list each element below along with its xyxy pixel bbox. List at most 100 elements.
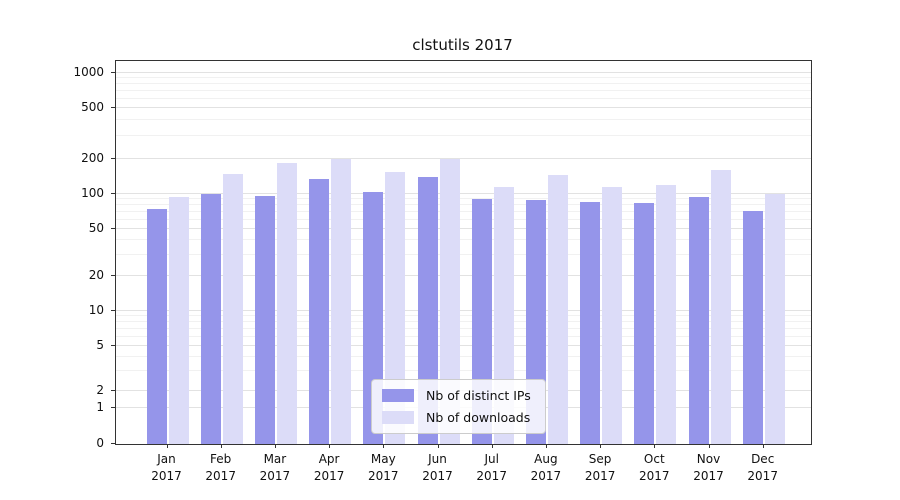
minor-gridline — [116, 198, 811, 200]
x-tick-year: 2017 — [530, 468, 562, 483]
plot-area: Nb of distinct IPs Nb of downloads — [115, 60, 812, 445]
minor-gridline — [116, 355, 811, 357]
x-tick-year: 2017 — [151, 468, 182, 483]
y-tick-label: 5 — [96, 338, 104, 352]
x-tick-mark — [383, 444, 385, 448]
x-tick-year: 2017 — [476, 468, 507, 483]
y-tick-mark — [111, 228, 115, 229]
legend-swatch-distinct-ips — [382, 389, 414, 402]
minor-gridline — [116, 315, 811, 317]
bar-nb-of-distinct-ips-nov — [688, 196, 709, 444]
x-tick-mark — [654, 444, 656, 448]
minor-gridline — [116, 328, 811, 330]
y-tick-mark — [111, 72, 115, 73]
major-gridline — [116, 275, 811, 276]
x-tick-month: Oct — [643, 452, 665, 466]
y-tick-mark — [111, 193, 115, 194]
y-tick-mark — [111, 310, 115, 311]
y-tick-label: 0 — [96, 436, 104, 450]
bar-nb-of-distinct-ips-feb — [200, 194, 221, 444]
minor-gridline — [116, 204, 811, 206]
y-tick-label: 20 — [88, 268, 104, 282]
x-tick-year: 2017 — [584, 468, 616, 483]
x-tick-label-nov: Nov 2017 — [693, 451, 724, 485]
chart-title: clstutils 2017 — [412, 36, 513, 54]
x-tick-mark — [762, 444, 764, 448]
bar-nb-of-downloads-dec — [764, 194, 785, 444]
major-gridline — [116, 345, 811, 346]
x-tick-month: Sep — [588, 452, 612, 466]
bar-nb-of-distinct-ips-apr — [309, 178, 330, 444]
x-tick-month: Mar — [263, 452, 287, 466]
bar-nb-of-distinct-ips-sep — [580, 202, 601, 444]
x-tick-year: 2017 — [422, 468, 453, 483]
y-tick-label: 1000 — [73, 65, 104, 79]
legend-label-downloads: Nb of downloads — [426, 410, 531, 425]
y-tick-label: 10 — [88, 303, 104, 317]
major-gridline — [116, 228, 811, 229]
legend-swatch-downloads — [382, 411, 414, 424]
x-tick-year: 2017 — [639, 468, 670, 483]
y-tick-label: 50 — [88, 221, 104, 235]
minor-gridline — [116, 211, 811, 213]
minor-gridline — [116, 77, 811, 79]
x-tick-label-mar: Mar 2017 — [260, 451, 291, 485]
x-tick-month: Feb — [210, 452, 232, 466]
x-tick-label-aug: Aug 2017 — [531, 451, 562, 485]
x-tick-month: Dec — [751, 452, 775, 466]
y-tick-label: 1 — [96, 400, 104, 414]
bar-nb-of-downloads-feb — [222, 173, 243, 444]
x-tick-label-feb: Feb 2017 — [205, 451, 236, 485]
major-gridline — [116, 193, 811, 194]
x-tick-year: 2017 — [747, 468, 778, 483]
bar-nb-of-downloads-sep — [602, 186, 623, 444]
legend-label-distinct-ips: Nb of distinct IPs — [426, 388, 531, 403]
minor-gridline — [116, 335, 811, 337]
y-tick-label: 100 — [81, 186, 104, 200]
x-tick-month: May — [370, 452, 396, 466]
y-tick-label: 500 — [81, 100, 104, 114]
major-gridline — [116, 107, 811, 108]
x-tick-month: Jul — [484, 452, 499, 466]
minor-gridline — [116, 370, 811, 372]
bar-nb-of-distinct-ips-jun — [417, 177, 438, 444]
bar-nb-of-downloads-jan — [168, 196, 189, 444]
bar-nb-of-distinct-ips-oct — [634, 203, 655, 444]
minor-gridline — [116, 218, 811, 220]
x-tick-month: Aug — [534, 452, 558, 466]
x-tick-year: 2017 — [693, 468, 724, 483]
minor-gridline — [116, 83, 811, 85]
legend-item-distinct-ips: Nb of distinct IPs — [382, 388, 531, 403]
bar-nb-of-downloads-oct — [656, 184, 677, 444]
minor-gridline — [116, 321, 811, 323]
x-tick-year: 2017 — [205, 468, 236, 483]
x-tick-year: 2017 — [259, 468, 291, 483]
x-tick-year: 2017 — [368, 468, 399, 483]
x-tick-mark — [708, 444, 710, 448]
x-tick-year: 2017 — [313, 468, 345, 483]
x-tick-label-apr: Apr 2017 — [314, 451, 345, 485]
x-tick-mark — [274, 444, 276, 448]
major-gridline — [116, 72, 811, 73]
x-tick-label-jul: Jul 2017 — [476, 451, 507, 485]
bar-nb-of-downloads-mar — [276, 162, 297, 444]
major-gridline — [116, 158, 811, 159]
y-tick-mark — [111, 158, 115, 159]
bar-nb-of-downloads-nov — [710, 170, 731, 444]
y-tick-mark — [111, 275, 115, 276]
minor-gridline — [116, 135, 811, 137]
x-tick-mark — [166, 444, 168, 448]
x-tick-month: Nov — [696, 452, 721, 466]
x-tick-mark — [437, 444, 439, 448]
x-tick-mark — [220, 444, 222, 448]
x-tick-label-dec: Dec 2017 — [747, 451, 778, 485]
x-tick-label-jun: Jun 2017 — [422, 451, 453, 485]
major-gridline — [116, 310, 811, 311]
x-tick-month: Apr — [318, 452, 340, 466]
x-tick-label-may: May 2017 — [368, 451, 399, 485]
bar-nb-of-distinct-ips-dec — [742, 210, 763, 444]
bar-nb-of-downloads-aug — [547, 175, 568, 444]
legend-item-downloads: Nb of downloads — [382, 410, 531, 425]
bar-nb-of-downloads-jun — [439, 159, 460, 444]
x-tick-label-oct: Oct 2017 — [639, 451, 670, 485]
